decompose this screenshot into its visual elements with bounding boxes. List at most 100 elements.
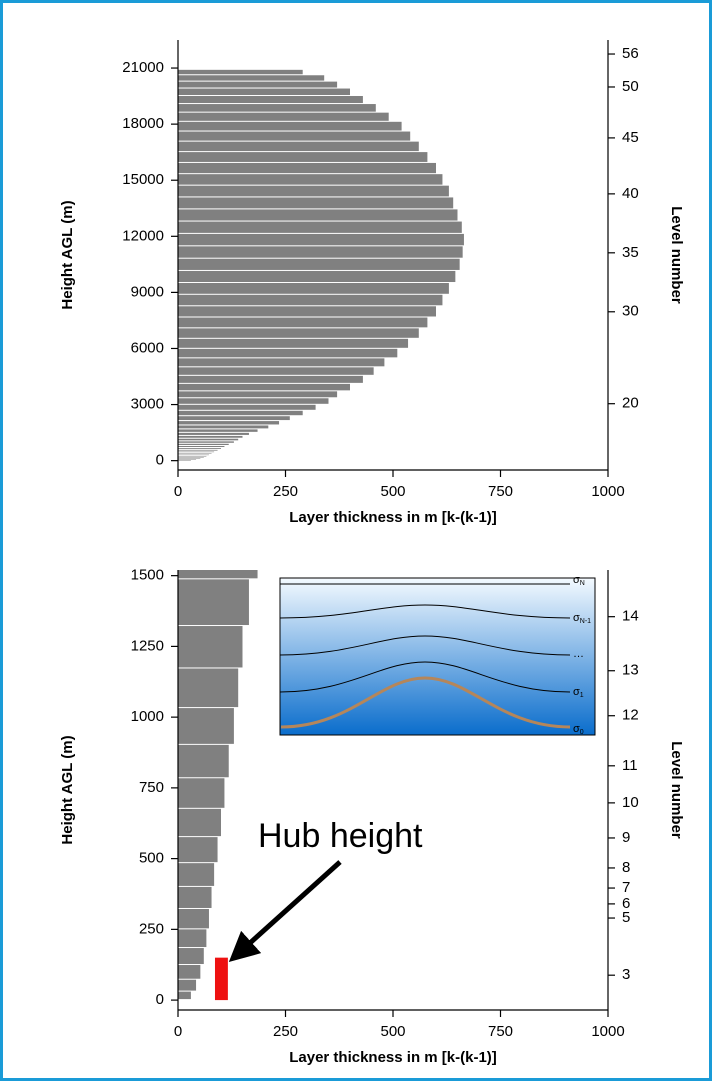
hub-height-bar — [215, 958, 228, 1000]
bar — [178, 455, 209, 456]
bar — [178, 929, 206, 947]
bar — [178, 328, 419, 337]
bar — [178, 429, 258, 431]
bar — [178, 570, 258, 578]
bar — [178, 809, 221, 836]
bar — [178, 209, 458, 220]
bar — [178, 163, 436, 173]
bar — [178, 626, 243, 667]
bar — [178, 579, 249, 625]
x-tick-label: 0 — [174, 1023, 182, 1040]
y2-axis-title: Level number — [668, 206, 685, 304]
y2-tick-label: 13 — [622, 662, 639, 679]
bar — [178, 89, 350, 95]
x-tick-label: 500 — [380, 483, 405, 500]
inset-label-base: … — [573, 648, 584, 660]
x-axis-title: Layer thickness in m [k-(k-1)] — [289, 509, 497, 526]
bar — [178, 96, 363, 103]
y-tick-label: 12000 — [122, 227, 164, 244]
bar — [178, 980, 196, 991]
y-tick-label: 21000 — [122, 59, 164, 76]
y2-tick-label: 30 — [622, 303, 639, 320]
bar — [178, 453, 212, 454]
bar — [178, 122, 402, 131]
x-tick-label: 250 — [273, 1023, 298, 1040]
bar — [178, 113, 389, 121]
bar — [178, 306, 436, 316]
bar — [178, 339, 408, 348]
y-axis-title: Height AGL (m) — [59, 200, 76, 309]
y-tick-label: 250 — [139, 920, 164, 937]
bar — [178, 887, 212, 908]
inset-box — [280, 578, 595, 735]
bar — [178, 433, 249, 435]
bar — [178, 439, 238, 441]
bar — [178, 142, 419, 151]
bar — [178, 405, 316, 410]
bar — [178, 398, 329, 404]
bar — [178, 349, 397, 358]
bar — [178, 271, 455, 282]
bar — [178, 450, 218, 451]
bar — [178, 459, 196, 460]
x-tick-label: 250 — [273, 483, 298, 500]
y-axis-title: Height AGL (m) — [59, 735, 76, 844]
bar — [178, 425, 268, 428]
figure: 0250500750100003000600090001200015000180… — [0, 0, 712, 1081]
bar — [178, 174, 442, 184]
bar — [178, 448, 221, 449]
bar — [178, 376, 363, 383]
y2-tick-label: 10 — [622, 794, 639, 811]
x-tick-label: 0 — [174, 483, 182, 500]
bar — [178, 452, 214, 453]
bar — [178, 75, 324, 80]
bar — [178, 295, 442, 305]
bar — [178, 416, 290, 420]
bar — [178, 104, 376, 112]
bar — [178, 446, 224, 447]
bar — [178, 909, 209, 928]
bar — [178, 132, 410, 141]
bar — [178, 668, 238, 707]
y-tick-label: 0 — [156, 452, 164, 469]
bar — [178, 863, 214, 886]
y2-tick-label: 20 — [622, 395, 639, 412]
y2-tick-label: 8 — [622, 859, 630, 876]
bar — [178, 411, 303, 415]
y2-tick-label: 11 — [622, 757, 638, 774]
bar — [178, 234, 464, 245]
x-tick-label: 750 — [488, 1023, 513, 1040]
x-tick-label: 500 — [380, 1023, 405, 1040]
y2-tick-label: 35 — [622, 244, 639, 261]
inset-label-sub: N-1 — [580, 618, 591, 625]
bar — [178, 436, 243, 438]
y-tick-label: 15000 — [122, 171, 164, 188]
bar — [178, 367, 374, 375]
y2-tick-label: 6 — [622, 895, 630, 912]
y-tick-label: 0 — [156, 991, 164, 1008]
bar — [178, 246, 463, 257]
bar — [178, 317, 427, 327]
x-tick-label: 1000 — [591, 483, 624, 500]
bar — [178, 186, 449, 197]
inset-label: … — [573, 648, 584, 660]
inset-label-sub: 1 — [580, 692, 584, 699]
inset-label-sub: 0 — [580, 729, 584, 736]
y-tick-label: 500 — [139, 850, 164, 867]
bar — [178, 778, 224, 808]
x-tick-label: 750 — [488, 483, 513, 500]
y-tick-label: 18000 — [122, 115, 164, 132]
bar — [178, 458, 200, 459]
bar — [178, 948, 204, 964]
bar — [178, 837, 218, 862]
bar — [178, 391, 337, 397]
page: {"chart_data": [ {"type": "bar", "xlabel… — [0, 0, 712, 1081]
y-tick-label: 1500 — [131, 567, 164, 584]
y2-tick-label: 7 — [622, 879, 630, 896]
bar — [178, 259, 460, 270]
y2-tick-label: 9 — [622, 829, 630, 846]
bar — [178, 197, 453, 208]
y2-tick-label: 40 — [622, 185, 639, 202]
bar — [178, 152, 427, 162]
y2-tick-label: 56 — [622, 45, 639, 62]
